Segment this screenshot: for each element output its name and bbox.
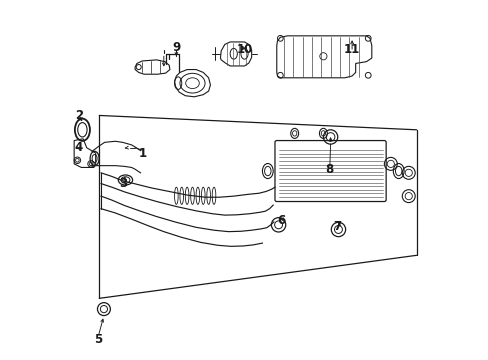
Text: 10: 10 xyxy=(237,42,253,55)
Text: 7: 7 xyxy=(333,220,341,233)
Text: 2: 2 xyxy=(75,109,83,122)
Text: 4: 4 xyxy=(75,141,83,154)
Text: 1: 1 xyxy=(138,147,146,159)
Text: 5: 5 xyxy=(94,333,102,346)
Text: 9: 9 xyxy=(172,41,180,54)
Text: 3: 3 xyxy=(119,177,127,190)
Text: 11: 11 xyxy=(343,42,360,55)
Text: 6: 6 xyxy=(277,214,285,227)
Text: 8: 8 xyxy=(325,163,333,176)
